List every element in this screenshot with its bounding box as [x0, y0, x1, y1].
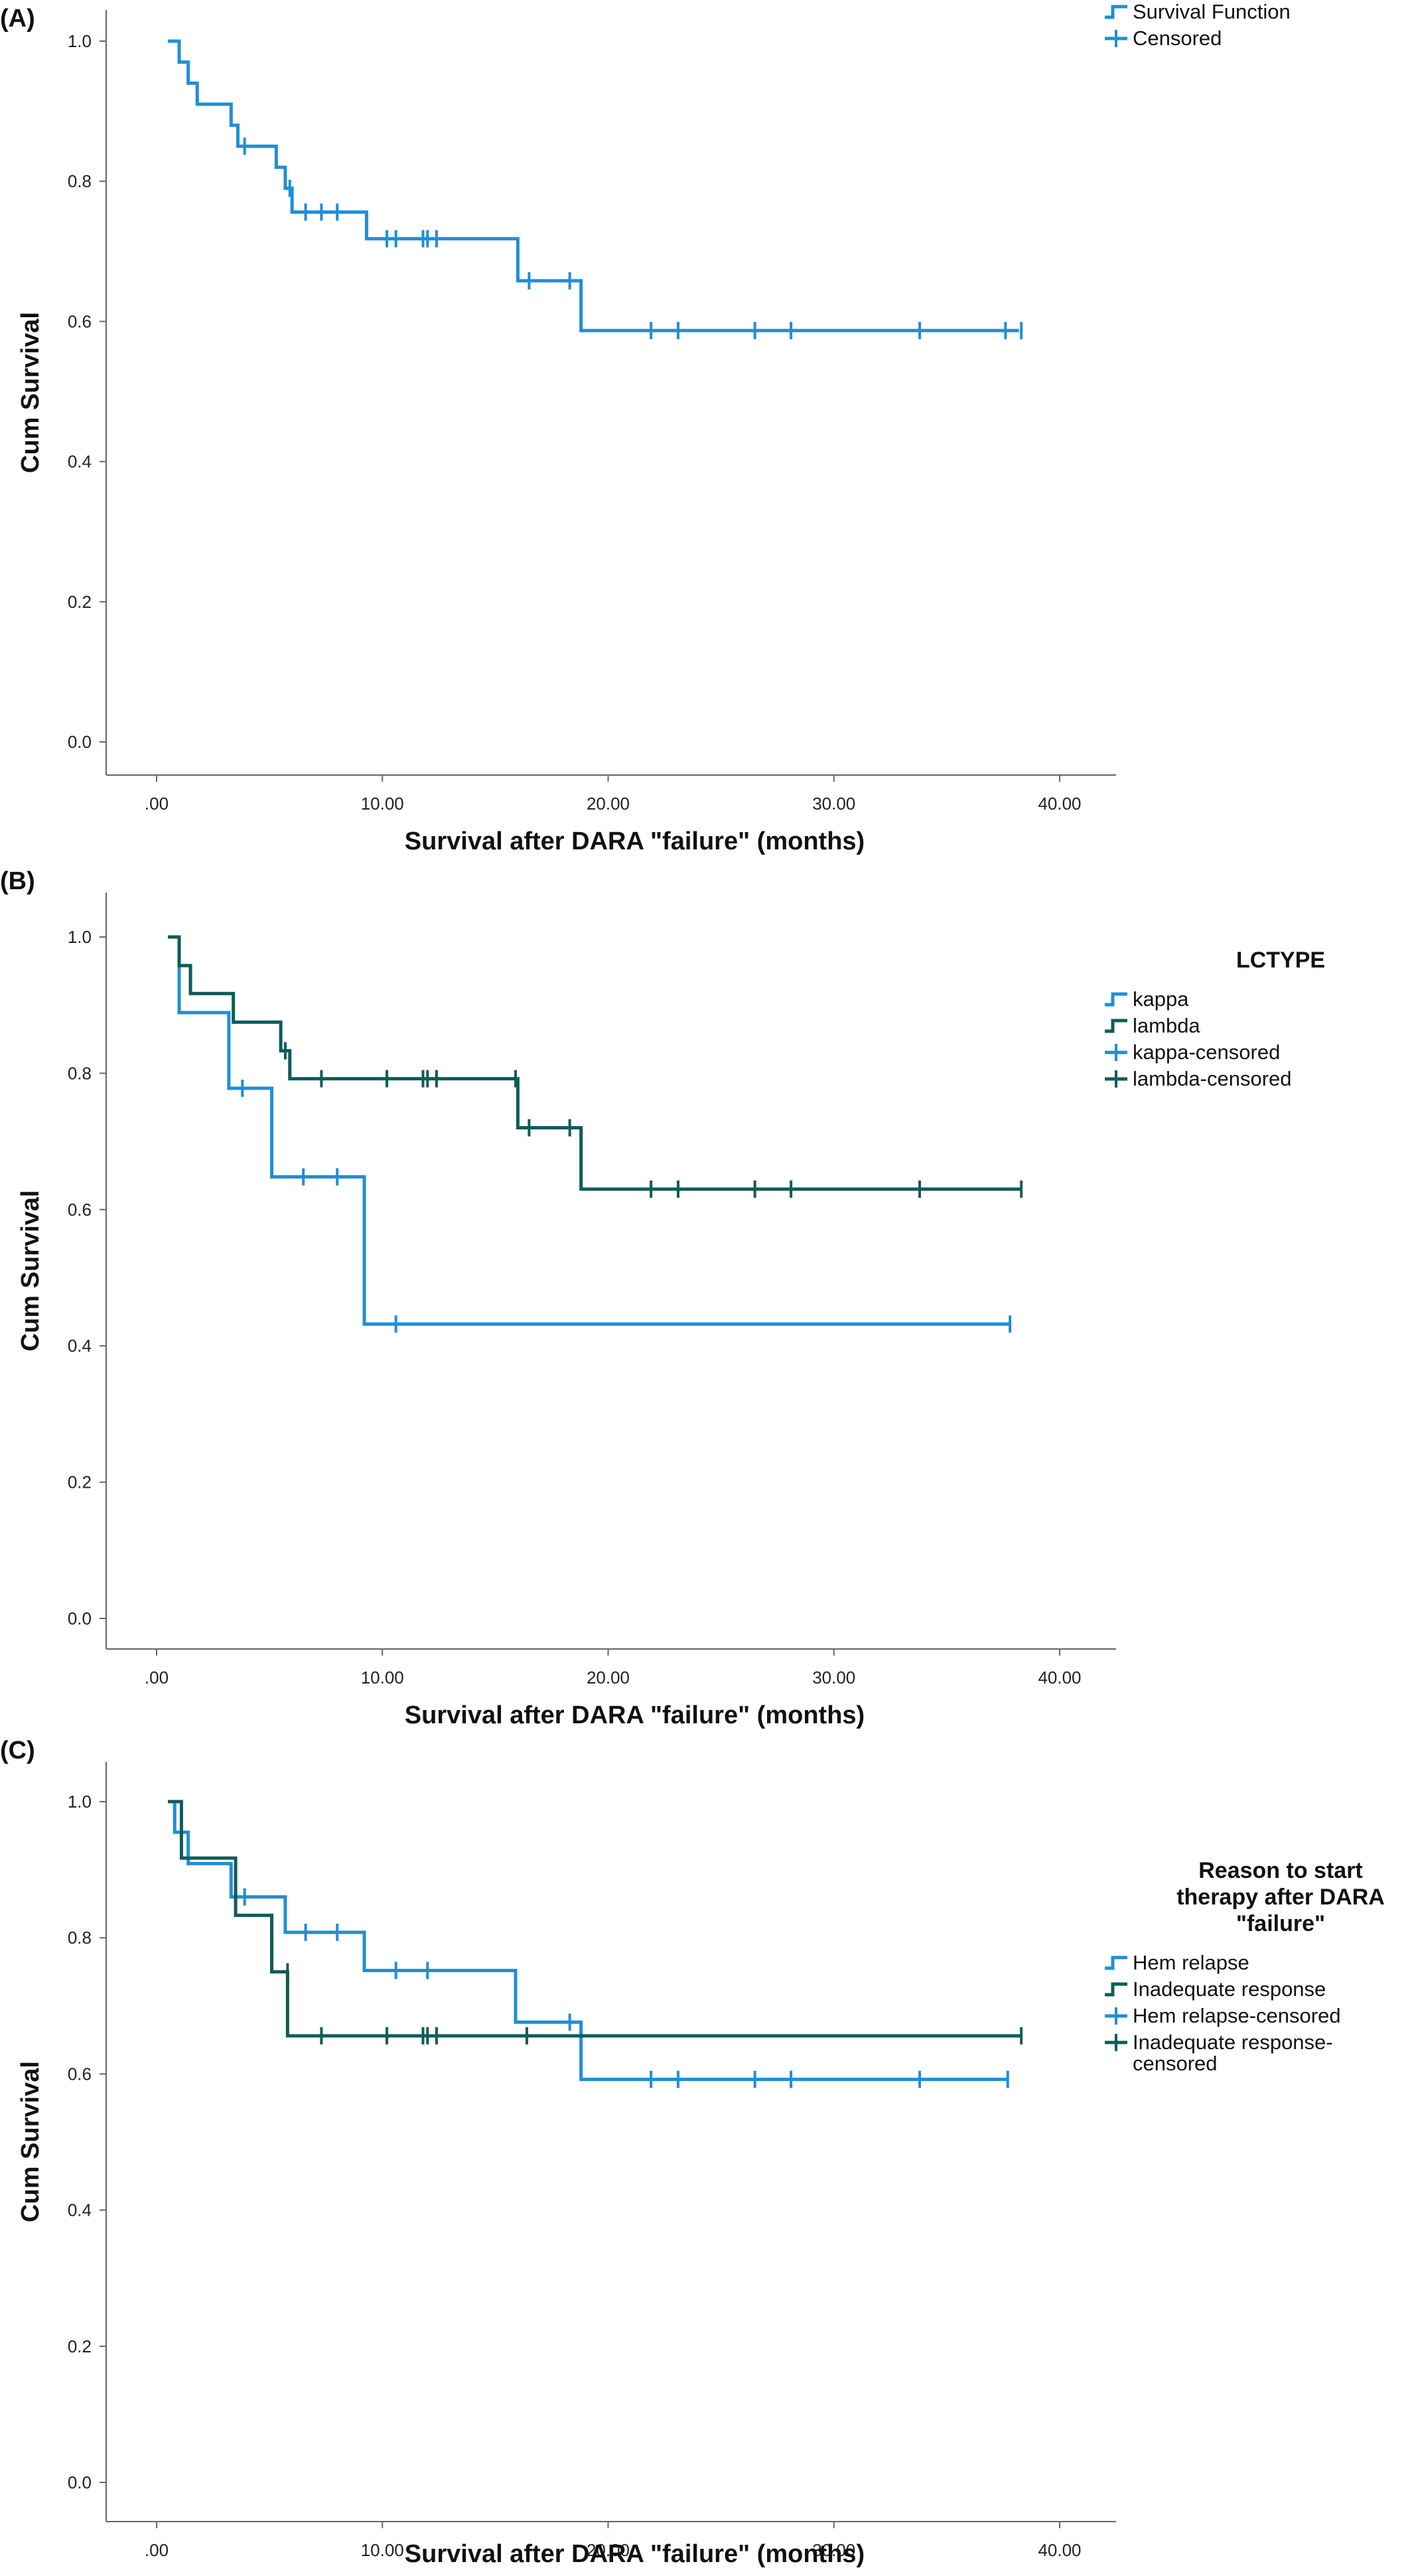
- x-tick-label: .00: [145, 794, 169, 814]
- legend-item: lambda: [1105, 1014, 1200, 1037]
- legend-step-icon: [1105, 1019, 1127, 1033]
- x-tick-label: .00: [145, 2540, 169, 2560]
- panel-label: (C): [0, 1737, 35, 1764]
- x-tick-label: 10.00: [361, 2540, 404, 2560]
- y-tick-label: 0.6: [68, 1200, 92, 1220]
- legend-step-icon: [1105, 1982, 1127, 1997]
- y-tick-label: 0.0: [68, 732, 92, 752]
- y-tick-label: 0.2: [68, 2336, 92, 2356]
- legend-item: Hem relapse-censored: [1105, 2004, 1341, 2027]
- y-tick-label: 0.0: [68, 2472, 92, 2492]
- legend-item: lambda-censored: [1105, 1067, 1292, 1090]
- x-tick-label: .00: [145, 1668, 169, 1687]
- survival-curve-inadequate-response: [168, 1800, 1022, 2038]
- x-tick-label: 20.00: [587, 2540, 630, 2560]
- x-tick-label: 20.00: [587, 1668, 630, 1687]
- chart-panel-c: (C) 0.0 0.2 0.4 0.6 0.8 1.0 .00 10.00 20.00 30.00 4…: [0, 1737, 1385, 2568]
- legend-item: Inadequate response-censored: [1105, 2031, 1333, 2075]
- y-tick-label: 0.6: [68, 311, 92, 331]
- x-axis-title: Survival after DARA "failure" (months): [405, 2540, 865, 2568]
- legend-label: Hem relapse-censored: [1133, 2004, 1341, 2027]
- legend-label: Inadequate response-censored: [1133, 2031, 1333, 2075]
- y-tick-label: 0.0: [68, 1609, 92, 1628]
- chart-panel-a: (A) 0.0 0.2 0.4 0.6 0.8 1.0 .00 10.00 20.00 30.00 4…: [0, 0, 1291, 855]
- x-tick-label: 30.00: [812, 794, 855, 814]
- y-tick-label: 0.2: [68, 592, 92, 612]
- legend-label: lambda-censored: [1133, 1067, 1292, 1090]
- legend-step-icon: [1105, 992, 1127, 1007]
- legend: Survival Function Censored: [1105, 0, 1291, 50]
- x-tick-label: 40.00: [1038, 794, 1081, 814]
- x-tick-label: 20.00: [587, 794, 630, 814]
- x-tick-label: 10.00: [361, 794, 404, 814]
- legend-label: Survival Function: [1133, 0, 1291, 23]
- legend-item: kappa: [1105, 987, 1189, 1011]
- x-axis-title: Survival after DARA "failure" (months): [405, 1701, 865, 1729]
- legend-label: Inadequate response: [1133, 1977, 1326, 2001]
- y-tick-label: 0.8: [68, 1928, 92, 1948]
- y-tick-label: 0.6: [68, 2064, 92, 2084]
- legend-item: Survival Function: [1105, 0, 1291, 23]
- y-tick-label: 0.4: [68, 1336, 92, 1356]
- legend: Reason to start therapy after DARA "failur…: [1105, 1858, 1385, 2075]
- y-tick-label: 0.4: [68, 2200, 92, 2220]
- y-tick-label: 0.8: [68, 1063, 92, 1083]
- x-axis-title: Survival after DARA "failure" (months): [405, 827, 865, 855]
- x-tick-label: 10.00: [361, 1668, 404, 1687]
- legend: LCTYPE kappa lambda kappa-censored lambda-ce…: [1105, 948, 1325, 1090]
- y-tick-label: 0.4: [68, 452, 92, 472]
- legend-label: lambda: [1133, 1014, 1200, 1037]
- y-tick-label: 1.0: [68, 31, 92, 51]
- legend-label: kappa: [1133, 987, 1189, 1011]
- y-tick-label: 0.8: [68, 171, 92, 191]
- legend-label: Censored: [1133, 27, 1222, 50]
- y-tick-label: 1.0: [68, 1792, 92, 1812]
- x-tick-label: 30.00: [812, 1668, 855, 1687]
- legend-item: Hem relapse: [1105, 1951, 1249, 1974]
- legend-item: Inadequate response: [1105, 1977, 1326, 2001]
- legend-step-icon: [1105, 5, 1127, 19]
- x-tick-label: 40.00: [1038, 2540, 1081, 2560]
- legend-item: Censored: [1105, 27, 1222, 50]
- y-axis-title: Cum Survival: [17, 1190, 44, 1352]
- panel-label: (B): [0, 867, 35, 895]
- legend-step-icon: [1105, 1956, 1127, 1970]
- survival-curve-hem-relapse: [168, 1800, 1008, 2082]
- y-axis-title: Cum Survival: [17, 312, 44, 473]
- survival-curve-survival-function: [168, 39, 1019, 332]
- x-tick-label: 30.00: [812, 2540, 855, 2560]
- legend-title: LCTYPE: [1236, 948, 1325, 973]
- x-tick-label: 40.00: [1038, 1668, 1081, 1687]
- panel-label: (A): [0, 5, 35, 33]
- chart-panel-b: (B) 0.0 0.2 0.4 0.6 0.8 1.0 .00 10.00 20.00 30.00 4…: [0, 867, 1325, 1729]
- legend-title: Reason to start therapy after DARA "failur…: [1176, 1858, 1385, 1936]
- survival-curve-kappa: [168, 935, 1011, 1326]
- y-tick-label: 0.2: [68, 1472, 92, 1492]
- legend-item: kappa-censored: [1105, 1040, 1280, 1064]
- legend-label: kappa-censored: [1133, 1040, 1280, 1064]
- y-tick-label: 1.0: [68, 927, 92, 947]
- legend-label: Hem relapse: [1133, 1951, 1249, 1974]
- survival-curve-lambda: [168, 935, 1022, 1191]
- y-axis-title: Cum Survival: [17, 2061, 44, 2222]
